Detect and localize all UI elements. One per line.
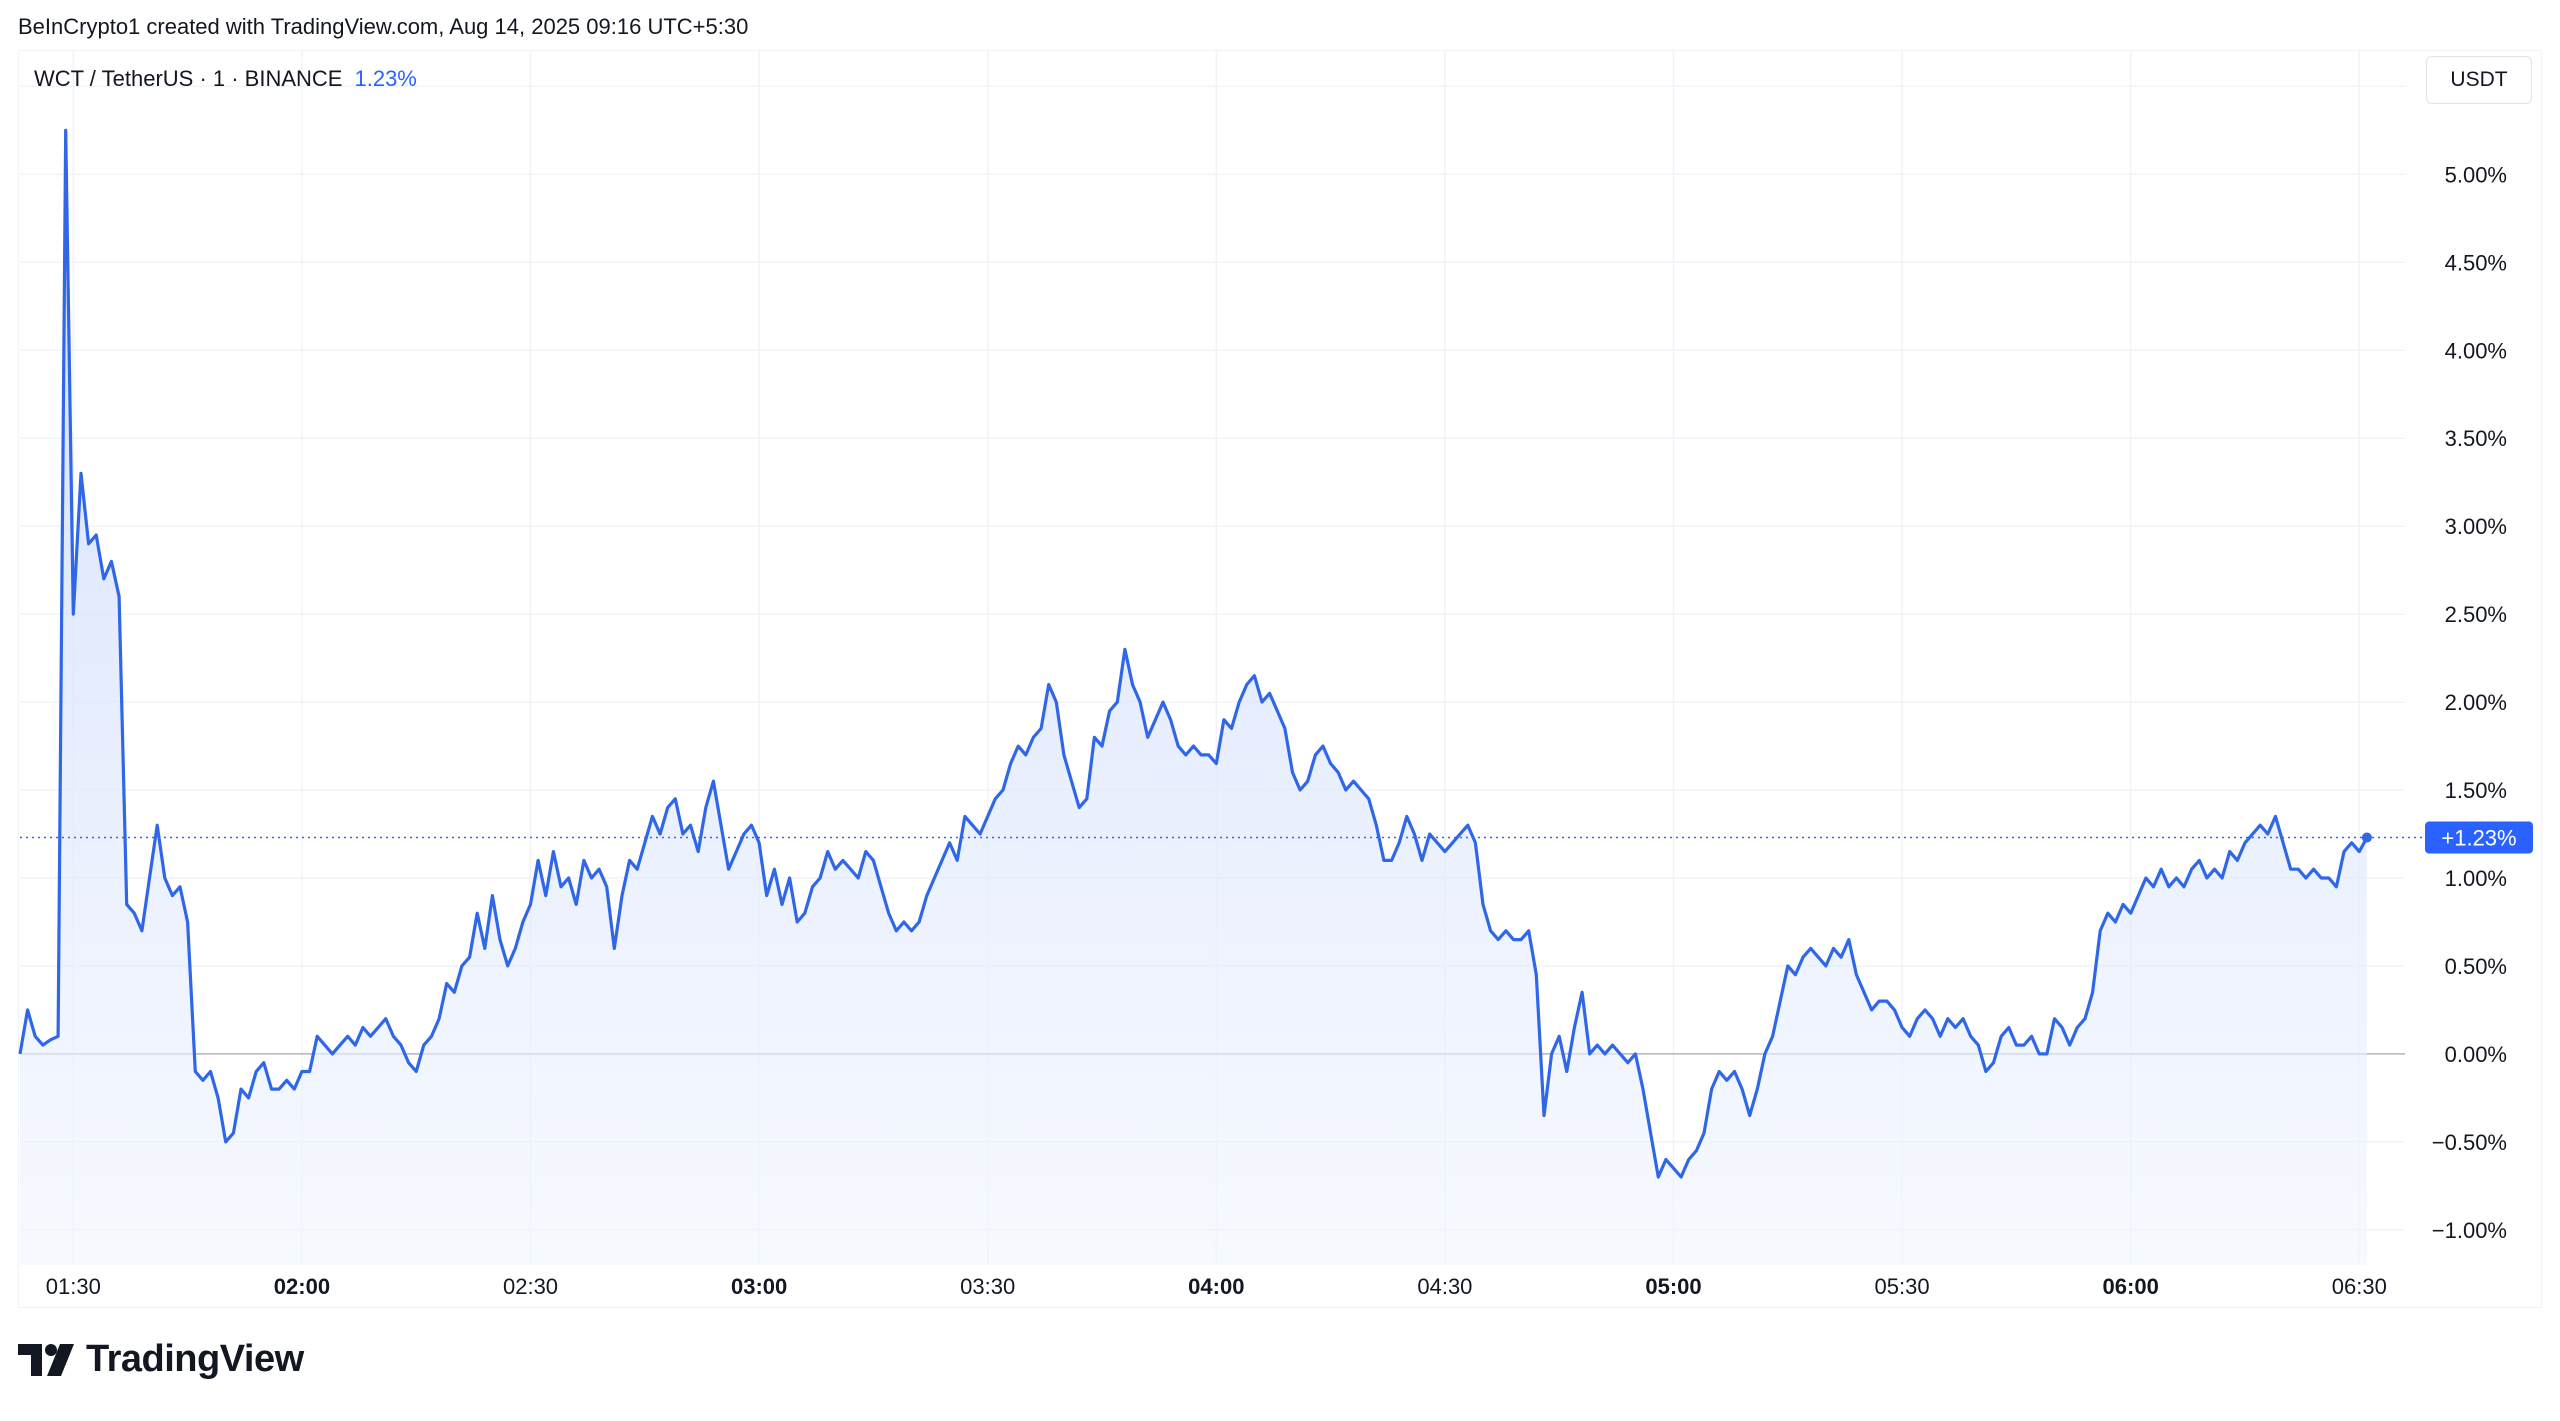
price-chart[interactable]: 5.50%5.00%4.50%4.00%3.50%3.00%2.50%2.00%… — [0, 0, 2560, 1310]
x-tick-label: 06:00 — [2103, 1274, 2159, 1299]
last-value-tag — [2425, 821, 2533, 854]
x-tick-label: 03:00 — [731, 1274, 787, 1299]
x-tick-label: 04:30 — [1417, 1274, 1472, 1299]
x-tick-label: 01:30 — [46, 1274, 101, 1299]
symbol-legend: WCT / TetherUS · 1 · BINANCE 1.23% — [34, 66, 417, 92]
symbol-label: WCT / TetherUS · 1 · BINANCE — [34, 66, 343, 91]
y-tick-label: 1.00% — [2445, 866, 2507, 891]
x-tick-label: 06:30 — [2332, 1274, 2387, 1299]
y-tick-label: 2.50% — [2445, 602, 2507, 627]
y-tick-label: 3.00% — [2445, 514, 2507, 539]
series-area-fill — [20, 130, 2367, 1265]
y-tick-label: 2.00% — [2445, 690, 2507, 715]
chart-marks: +1.23% — [20, 821, 2533, 854]
series-line — [18, 128, 2369, 1179]
y-tick-label: −0.50% — [2432, 1130, 2507, 1155]
x-axis: 01:30 02:00 02:30 03:00 03:30 04:00 04:30 05:00… — [46, 1274, 2560, 1299]
y-tick-label: 0.50% — [2445, 954, 2507, 979]
x-tick-label: 04:00 — [1188, 1274, 1244, 1299]
y-axis: 5.50%5.00%4.50%4.00%3.50%3.00%2.50%2.00%… — [2432, 74, 2507, 1242]
chart-frame — [18, 50, 2542, 1308]
x-tick-label: 05:00 — [1645, 1274, 1701, 1299]
chart-area — [18, 128, 2369, 1265]
x-tick-label: 03:30 — [960, 1274, 1015, 1299]
tradingview-brand: TradingView — [86, 1338, 304, 1380]
change-value: 1.23% — [354, 66, 417, 91]
tradingview-logo-icon — [18, 1343, 74, 1376]
x-tick-label: 05:30 — [1875, 1274, 1930, 1299]
y-tick-label: 3.50% — [2445, 426, 2507, 451]
y-tick-label: 0.00% — [2445, 1042, 2507, 1067]
x-tick-label: 02:30 — [503, 1274, 558, 1299]
y-tick-label: 5.00% — [2445, 162, 2507, 187]
last-value-dot — [2361, 832, 2372, 843]
y-tick-label: 4.50% — [2445, 250, 2507, 275]
y-tick-label: 1.50% — [2445, 778, 2507, 803]
x-tick-label: 02:00 — [274, 1274, 330, 1299]
last-value-label: +1.23% — [2441, 826, 2516, 851]
currency-button[interactable]: USDT — [2426, 56, 2532, 104]
tradingview-logo[interactable]: TradingView — [18, 1338, 304, 1381]
y-tick-label: −1.00% — [2432, 1218, 2507, 1243]
chart-credit: BeInCrypto1 created with TradingView.com… — [18, 14, 749, 39]
y-tick-label: 4.00% — [2445, 338, 2507, 363]
